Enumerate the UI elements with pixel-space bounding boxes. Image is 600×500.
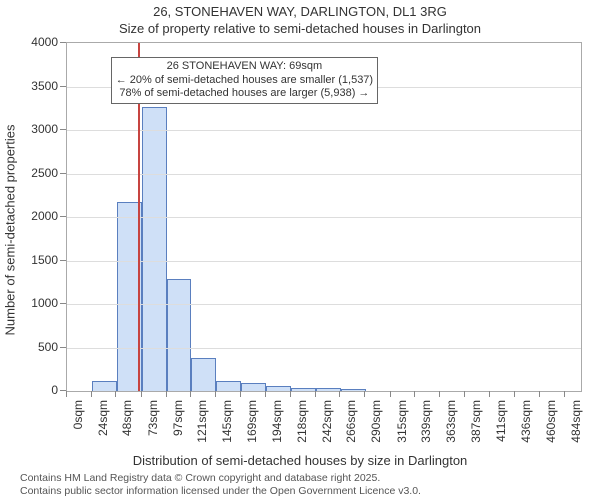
x-tick-mark — [315, 391, 316, 397]
gridline — [67, 261, 581, 262]
histogram-bar — [216, 381, 241, 391]
y-tick-label: 1500 — [18, 253, 58, 267]
y-axis-label: Number of semi-detached properties — [3, 125, 18, 336]
x-tick-label: 363sqm — [444, 400, 458, 450]
x-tick-label: 194sqm — [270, 400, 284, 450]
histogram-bar — [191, 358, 216, 391]
histogram-bar — [291, 388, 316, 391]
chart-root: 26, STONEHAVEN WAY, DARLINGTON, DL1 3RG … — [0, 0, 600, 500]
annotation-line1: 26 STONEHAVEN WAY: 69sqm — [116, 60, 373, 74]
x-tick-mark — [265, 391, 266, 397]
x-tick-mark — [364, 391, 365, 397]
annotation-line2: ← 20% of semi-detached houses are smalle… — [116, 74, 373, 88]
x-tick-mark — [439, 391, 440, 397]
x-tick-mark — [464, 391, 465, 397]
y-tick-mark — [60, 303, 66, 304]
gridline — [67, 348, 581, 349]
y-tick-label: 2500 — [18, 166, 58, 180]
footer-line2: Contains public sector information licen… — [20, 485, 421, 498]
x-axis-label: Distribution of semi-detached houses by … — [0, 453, 600, 468]
x-tick-label: 0sqm — [71, 400, 85, 450]
y-tick-label: 1000 — [18, 296, 58, 310]
chart-title-line2: Size of property relative to semi-detach… — [0, 21, 600, 36]
x-tick-mark — [514, 391, 515, 397]
x-tick-label: 24sqm — [96, 400, 110, 450]
x-tick-mark — [215, 391, 216, 397]
histogram-bar — [341, 389, 366, 391]
y-tick-label: 3000 — [18, 122, 58, 136]
x-tick-label: 339sqm — [419, 400, 433, 450]
y-tick-mark — [60, 173, 66, 174]
x-tick-label: 145sqm — [220, 400, 234, 450]
x-tick-mark — [414, 391, 415, 397]
y-tick-mark — [60, 42, 66, 43]
x-tick-mark — [290, 391, 291, 397]
y-tick-mark — [60, 260, 66, 261]
x-tick-mark — [115, 391, 116, 397]
x-tick-mark — [190, 391, 191, 397]
y-tick-label: 500 — [18, 340, 58, 354]
x-tick-mark — [539, 391, 540, 397]
x-tick-label: 484sqm — [569, 400, 583, 450]
plot-area: 26 STONEHAVEN WAY: 69sqm← 20% of semi-de… — [66, 42, 582, 392]
y-tick-mark — [60, 129, 66, 130]
x-tick-label: 73sqm — [146, 400, 160, 450]
gridline — [67, 304, 581, 305]
x-tick-mark — [141, 391, 142, 397]
y-tick-label: 4000 — [18, 35, 58, 49]
x-tick-label: 387sqm — [469, 400, 483, 450]
x-tick-mark — [564, 391, 565, 397]
x-tick-label: 121sqm — [195, 400, 209, 450]
y-tick-label: 0 — [18, 383, 58, 397]
y-tick-mark — [60, 347, 66, 348]
histogram-bar — [92, 381, 117, 391]
histogram-bar — [167, 279, 192, 391]
histogram-bar — [266, 386, 291, 391]
y-tick-label: 3500 — [18, 79, 58, 93]
x-tick-label: 266sqm — [344, 400, 358, 450]
x-tick-label: 218sqm — [295, 400, 309, 450]
x-tick-mark — [390, 391, 391, 397]
annotation-line3: 78% of semi-detached houses are larger (… — [116, 87, 373, 101]
chart-title-line1: 26, STONEHAVEN WAY, DARLINGTON, DL1 3RG — [0, 4, 600, 19]
x-tick-mark — [489, 391, 490, 397]
x-tick-mark — [91, 391, 92, 397]
attribution-footer: Contains HM Land Registry data © Crown c… — [20, 472, 421, 498]
x-tick-label: 169sqm — [245, 400, 259, 450]
annotation-box: 26 STONEHAVEN WAY: 69sqm← 20% of semi-de… — [111, 57, 378, 104]
footer-line1: Contains HM Land Registry data © Crown c… — [20, 472, 421, 485]
x-tick-label: 436sqm — [519, 400, 533, 450]
x-tick-mark — [66, 391, 67, 397]
y-tick-mark — [60, 216, 66, 217]
x-tick-mark — [240, 391, 241, 397]
x-tick-label: 411sqm — [494, 400, 508, 450]
histogram-bar — [241, 383, 266, 391]
x-tick-label: 315sqm — [395, 400, 409, 450]
x-tick-label: 242sqm — [320, 400, 334, 450]
y-tick-label: 2000 — [18, 209, 58, 223]
x-tick-label: 290sqm — [369, 400, 383, 450]
x-tick-label: 97sqm — [171, 400, 185, 450]
x-tick-mark — [166, 391, 167, 397]
y-tick-mark — [60, 86, 66, 87]
gridline — [67, 174, 581, 175]
histogram-bar — [316, 388, 341, 391]
x-tick-mark — [339, 391, 340, 397]
x-tick-label: 48sqm — [120, 400, 134, 450]
gridline — [67, 130, 581, 131]
x-tick-label: 460sqm — [544, 400, 558, 450]
gridline — [67, 217, 581, 218]
